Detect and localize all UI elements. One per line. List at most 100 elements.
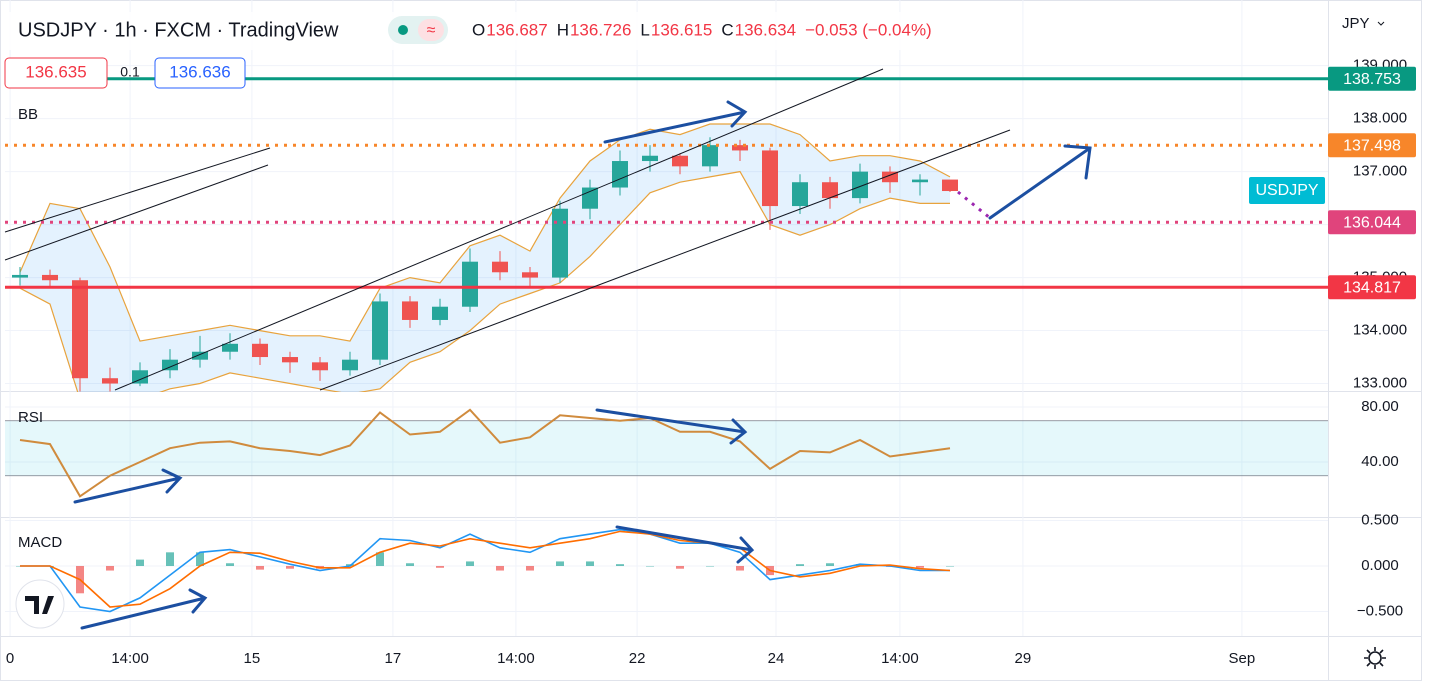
histogram-bar [646,565,654,567]
status-dot [398,25,408,35]
ohlc-header: O 136.687 H 136.726 L 136.615 C 136.634 −0.053 (… [472,20,932,39]
bb-fill [20,124,950,392]
candle-body [642,155,658,162]
x-tick-label: 17 [385,650,402,667]
candle-body [942,179,958,192]
sell-box[interactable] [4,57,108,89]
candle-body [462,261,478,307]
x-tick-label: 14:00 [881,650,919,667]
x-tick-label: 14:00 [497,650,535,667]
histogram-bar [256,565,264,570]
histogram-bar [856,564,864,566]
candle-body [12,274,28,278]
projection [957,190,991,220]
currency-bg [1335,10,1395,38]
price-badge-bg [1328,66,1416,91]
y-tick-label: 138.000 [1353,110,1407,127]
candle-body [762,150,778,207]
arrow [615,525,755,564]
ohlc-value: 136.634 [735,20,796,39]
candle-body [312,362,328,371]
y-tick-label: 134.000 [1353,322,1407,339]
y-tick-label: 0.500 [1361,511,1399,528]
indicator-label: RSI [18,409,43,426]
histogram-bar [196,552,204,566]
settings-icon[interactable] [1364,647,1386,669]
bb-upper [19,123,951,342]
y-tick-label: 40.00 [1361,453,1399,470]
ohlc-label: C [721,20,733,39]
ohlc-value: 136.615 [651,20,712,39]
arrow [603,100,748,144]
arrow [80,588,208,630]
candle-body [192,351,208,360]
candle-body [252,343,268,358]
histogram-bar [676,565,684,569]
histogram-bar [706,565,714,567]
histogram-bar [166,552,174,566]
x-tick-label: 0 [6,650,14,667]
candle-body [102,378,118,384]
candle-body [432,306,448,320]
price-badge: 134.817 [1343,279,1401,296]
y-tick-label: −0.500 [1357,602,1403,619]
price-badge: 137.498 [1343,137,1401,154]
candle-body [822,182,838,199]
trend-line [4,164,269,261]
currency[interactable]: JPY [1342,15,1370,32]
indicator-label: BB [18,106,38,123]
histogram-bar [226,563,234,566]
price-series [12,123,958,392]
candle-body [552,208,568,278]
x-tick-label: 29 [1015,650,1032,667]
candle-body [282,357,298,363]
symbol-badge-bg [1249,177,1325,204]
histogram-bar [946,565,954,567]
candle-body [402,301,418,320]
histogram-bar [406,563,414,566]
macd-line [20,530,951,608]
arrows [73,100,1092,630]
candle-body [132,370,148,384]
y-tick-label: 133.000 [1353,374,1407,391]
candle-body [852,171,868,199]
candle-body [342,359,358,371]
candle-body [522,272,538,278]
histogram-bar [136,559,144,566]
status-icon [418,19,444,41]
change: −0.053 (−0.04%) [805,20,932,39]
price-badge-bg [1328,133,1416,158]
ask-price: 136.636 [169,62,230,81]
x-tick-label: 15 [244,650,261,667]
histogram-bar [436,565,444,568]
candle-body [492,261,508,273]
price-badge-bg [1328,275,1416,300]
histogram-bar [496,565,504,571]
candle-body [222,343,238,352]
candle-body [912,179,928,183]
symbol-title: USDJPY · 1h · FXCM · TradingView [18,19,339,41]
histogram-bar [826,563,834,566]
ohlc-label: H [557,20,569,39]
histogram-bar [286,565,294,569]
candle-body [582,187,598,209]
histogram-bar [586,561,594,566]
y-tick-label: 80.00 [1361,398,1399,415]
channel-lines [4,68,1011,391]
buy-box[interactable] [154,57,246,89]
x-tick-label: 24 [768,650,785,667]
candle-body [162,359,178,371]
y-tick-label: 0.000 [1361,557,1399,574]
trend-line [319,129,1011,391]
ohlc-label: L [640,20,649,39]
trend-line [4,147,271,233]
tv-logo [15,579,65,629]
candle-body [672,155,688,167]
histogram-bar [796,564,804,566]
candle-body [42,274,58,281]
arrow [73,468,183,504]
histogram-bar [376,552,384,566]
y-tick-label: 137.000 [1353,163,1407,180]
